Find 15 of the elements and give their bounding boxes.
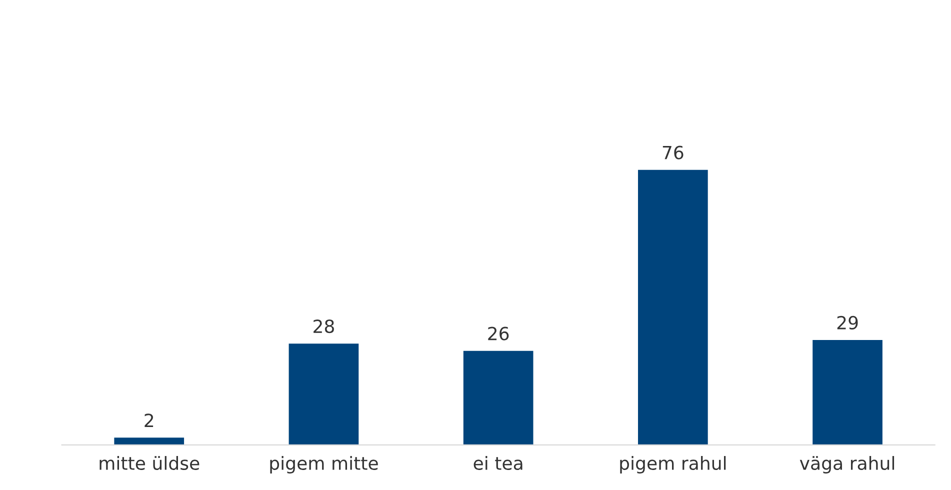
x-tick-label: pigem mitte <box>270 456 378 474</box>
data-label: 26 <box>488 326 509 340</box>
data-label: 76 <box>662 146 684 160</box>
x-tick-label: ei tea <box>474 456 522 470</box>
x-tick-label: väga rahul <box>800 456 894 474</box>
data-label: 29 <box>837 316 858 330</box>
bar <box>463 350 534 445</box>
bar <box>812 340 882 445</box>
x-tick-label: mitte üldse <box>100 456 200 470</box>
bar <box>114 438 184 445</box>
bar <box>288 344 359 445</box>
data-label: 2 <box>144 414 154 427</box>
x-tick-label: pigem rahul <box>620 456 726 474</box>
bar <box>638 170 708 445</box>
data-label: 28 <box>314 319 334 334</box>
